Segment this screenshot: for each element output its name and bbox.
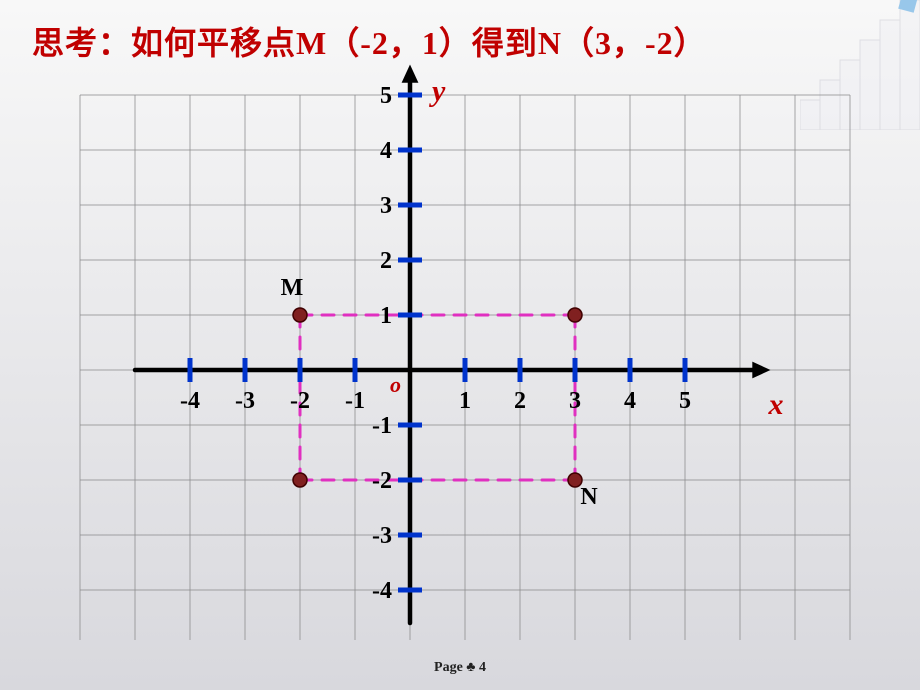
svg-text:y: y [429,75,446,108]
page-footer: Page ♣ 4 [434,660,486,676]
points: MN [281,275,599,510]
svg-text:4: 4 [380,138,392,164]
svg-text:N: N [580,484,598,510]
svg-text:1: 1 [459,388,471,414]
dashed-paths [300,315,575,480]
svg-text:5: 5 [679,388,691,414]
axes [135,65,771,624]
svg-text:-4: -4 [372,578,392,604]
svg-text:2: 2 [514,388,526,414]
svg-text:3: 3 [380,193,392,219]
svg-text:x: x [768,388,784,421]
svg-text:1: 1 [380,303,392,329]
page-title: 思考：如何平移点M（-2，1）得到N（3，-2） [32,18,707,64]
svg-text:-1: -1 [345,388,365,414]
footer-page: 4 [475,660,486,675]
svg-text:4: 4 [624,388,636,414]
svg-text:-2: -2 [290,388,310,414]
svg-text:-3: -3 [235,388,255,414]
coordinate-chart: -4-3-2-112345-4-3-2-112345xyoMN [60,60,860,640]
svg-text:5: 5 [380,83,392,109]
tick-numbers: -4 -3 -2 -1 1 2 3 4 5 -4 -3 -2 -1 1 2 3 4 5 [180,83,691,604]
svg-text:2: 2 [380,248,392,274]
svg-text:-2: -2 [372,468,392,494]
svg-text:-4: -4 [180,388,200,414]
svg-text:o: o [390,372,401,397]
footer-prefix: Page [434,660,466,675]
svg-text:3: 3 [569,388,581,414]
svg-text:M: M [281,275,304,301]
svg-text:-3: -3 [372,523,392,549]
svg-text:-1: -1 [372,413,392,439]
ticks [190,95,685,590]
